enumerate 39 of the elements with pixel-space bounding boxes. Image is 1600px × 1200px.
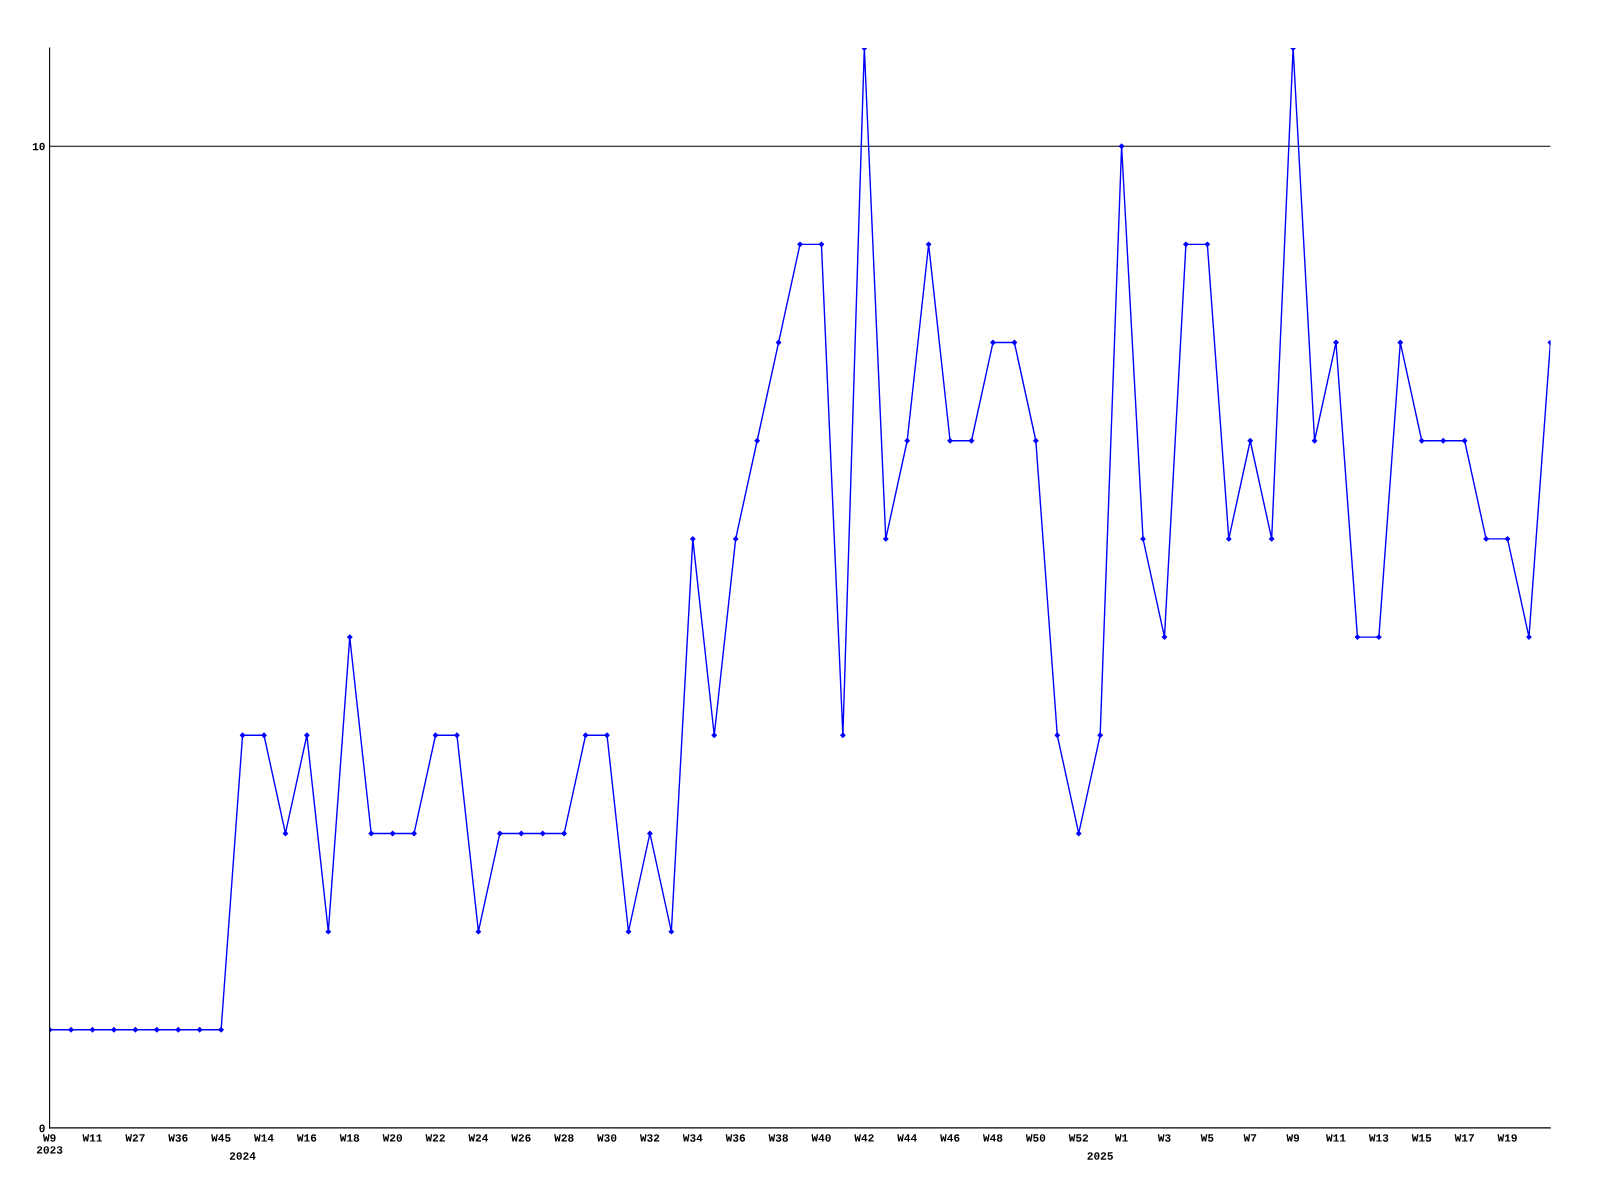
x-tick-label: W11: [1326, 1134, 1346, 1142]
x-tick-label: W48: [982, 1134, 1003, 1142]
x-tick-label: W13: [1368, 1134, 1389, 1142]
x-tick-label: W24: [468, 1134, 489, 1142]
x-tick-label: W40: [811, 1134, 831, 1142]
x-tick-label: W15: [1411, 1134, 1432, 1142]
x-tick-label: W16: [296, 1134, 317, 1142]
x-tick-label: W18: [339, 1134, 360, 1142]
x-tick-label: W17: [1454, 1134, 1474, 1142]
x-tick-label: W27: [125, 1134, 145, 1142]
x-tick-label: W7: [1243, 1134, 1257, 1142]
x-tick-label: W11: [82, 1134, 103, 1142]
x-tick-label: W34: [682, 1134, 703, 1142]
x-tick-label: W20: [382, 1134, 402, 1142]
x-tick-label: W38: [768, 1134, 788, 1142]
x-tick-label: W1: [1114, 1134, 1128, 1142]
x-tick-label: W5: [1200, 1134, 1214, 1142]
x-tick-label: W50: [1025, 1134, 1046, 1142]
x-tick-label: W28: [554, 1134, 574, 1142]
x-tick-label: W9 2023: [36, 1134, 63, 1154]
x-tick-label: W26: [511, 1134, 531, 1142]
x-tick-label: W9: [1286, 1134, 1300, 1142]
x-tick-label: 2024: [229, 1152, 256, 1160]
x-tick-label: W45: [211, 1134, 231, 1142]
x-tick-label: W42: [854, 1134, 874, 1142]
x-tick-label: W46: [940, 1134, 960, 1142]
x-tick-label: W36: [725, 1134, 746, 1142]
x-tick-label: W19: [1497, 1134, 1517, 1142]
x-tick-label: 2025: [1087, 1152, 1113, 1160]
x-tick-label: W22: [425, 1134, 445, 1142]
x-tick-label: W52: [1068, 1134, 1089, 1142]
y-tick-label: 0: [39, 1124, 45, 1133]
y-tick-label: 10: [32, 142, 45, 151]
x-tick-label: W44: [897, 1134, 917, 1142]
x-tick-label: W14: [254, 1134, 274, 1142]
x-tick-label: W32: [639, 1134, 660, 1142]
x-tick-label: W3: [1157, 1134, 1171, 1142]
x-tick-label: W36: [168, 1134, 188, 1142]
x-tick-label: W30: [597, 1134, 617, 1142]
